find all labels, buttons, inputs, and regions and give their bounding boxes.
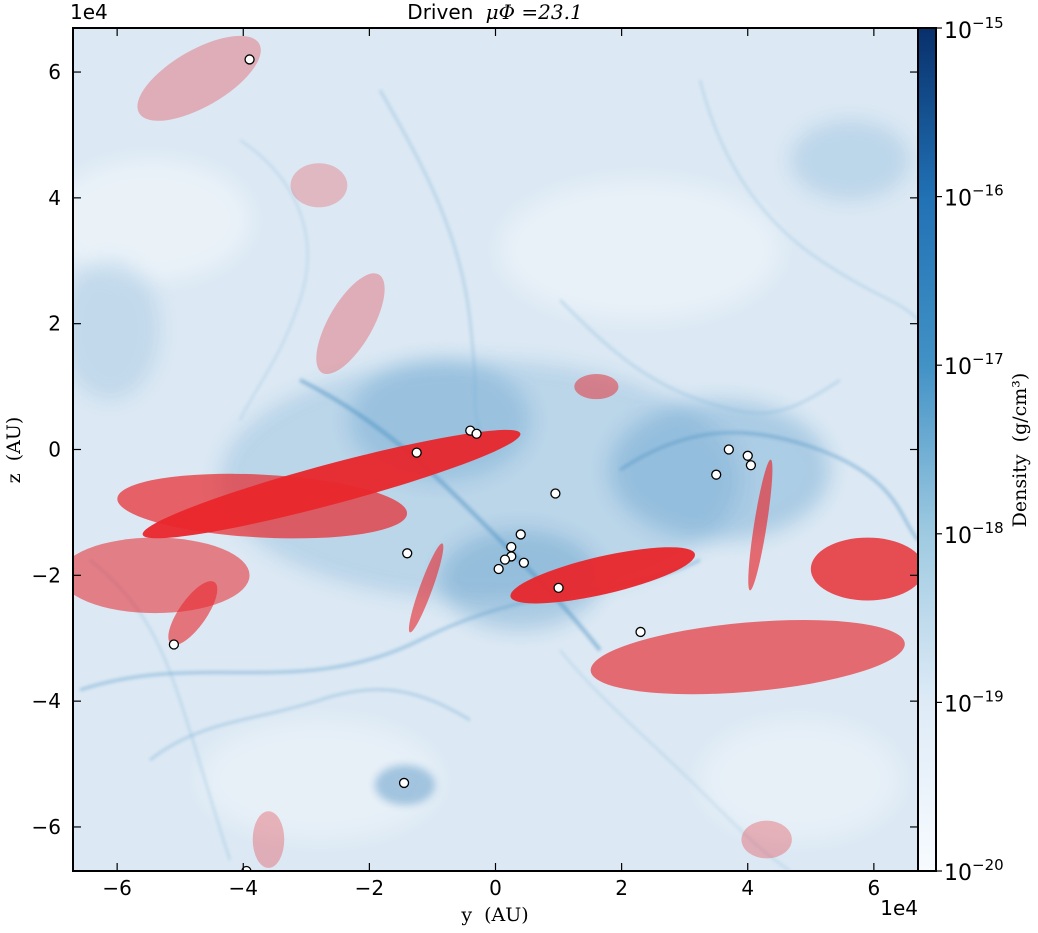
sink-particle xyxy=(493,563,504,575)
outflow-lobe xyxy=(810,537,918,601)
outflow-lobe xyxy=(168,581,218,646)
density-cloud xyxy=(790,120,910,200)
y-axis-multiplier: 1e4 xyxy=(70,0,108,24)
density-cloud xyxy=(610,400,830,540)
y-tick-label: −2 xyxy=(32,563,61,587)
chart-title-prefix: Driven xyxy=(407,0,473,24)
x-axis-ticks: −6 −4 −2 0 2 4 6 xyxy=(102,28,880,900)
y-tick-label: −6 xyxy=(32,815,61,839)
colorbar-tick-label: 10−20 xyxy=(944,856,1004,886)
colorbar: 10−20 10−19 10−18 10−17 10−16 10−15 Density (… xyxy=(917,14,1031,886)
outflow-layer xyxy=(73,35,918,868)
sink-particle xyxy=(745,460,757,471)
sink-particle xyxy=(241,865,252,871)
x-tick-label: 2 xyxy=(615,876,628,900)
sink-particles xyxy=(168,54,757,871)
x-tick-label: −2 xyxy=(355,876,384,900)
y-tick-label: 2 xyxy=(48,312,61,336)
sink-particle xyxy=(635,626,646,638)
colorbar-label: Density (g/cm³) xyxy=(1009,373,1031,528)
sink-particle xyxy=(402,548,413,559)
chart-title-math: μΦ =23.1 xyxy=(486,0,583,24)
x-tick-label: −6 xyxy=(102,876,131,900)
colorbar-tick-label: 10−18 xyxy=(944,519,1004,549)
outflow-lobe xyxy=(316,273,385,375)
sink-particle xyxy=(711,469,722,480)
sink-particle xyxy=(499,554,511,565)
outflow-lobe xyxy=(252,811,285,868)
density-filament xyxy=(299,378,602,652)
sink-particle xyxy=(518,557,530,568)
sink-particle xyxy=(553,582,564,594)
outflow-lobe xyxy=(117,473,408,539)
colorbar-gradient xyxy=(917,27,937,872)
density-cloud xyxy=(73,160,250,280)
density-cloud xyxy=(200,720,440,840)
x-axis-multiplier: 1e4 xyxy=(880,896,918,920)
density-filament xyxy=(559,299,841,415)
outflow-lobe xyxy=(574,374,619,400)
y-axis-ticks: −6 −4 −2 0 2 4 6 xyxy=(32,60,918,839)
colorbar-tick-label: 10−15 xyxy=(944,14,1004,44)
y-axis-label: z (AU) xyxy=(3,417,25,484)
density-cloud xyxy=(73,260,160,400)
x-tick-label: −4 xyxy=(229,876,258,900)
sink-particle xyxy=(506,541,517,553)
outflow-lobe xyxy=(748,459,773,591)
outflow-lobe xyxy=(137,35,261,121)
y-tick-label: 4 xyxy=(48,186,61,210)
sink-particle xyxy=(550,488,561,499)
density-cloud xyxy=(700,720,900,840)
y-tick-label: 6 xyxy=(48,60,61,84)
sink-particle xyxy=(515,529,526,540)
density-filament xyxy=(619,431,918,542)
density-filament xyxy=(149,688,471,761)
density-filament xyxy=(699,79,918,321)
x-tick-label: 4 xyxy=(741,876,754,900)
colorbar-tick-label: 10−16 xyxy=(944,182,1004,212)
density-filament xyxy=(239,139,309,421)
sink-particle xyxy=(398,777,410,789)
outflow-lobe xyxy=(408,543,444,633)
sink-particle xyxy=(411,447,422,458)
y-tick-label: 0 xyxy=(48,438,61,462)
outflow-lobe xyxy=(73,537,250,614)
density-filament xyxy=(378,89,482,431)
density-filament xyxy=(559,649,791,871)
chart-title: Driven μΦ =23.1 xyxy=(407,0,582,24)
x-tick-label: 6 xyxy=(867,876,880,900)
plot-area: −6 −4 −2 0 2 4 6 −6 −4 −2 0 2 4 6 xyxy=(32,27,919,900)
colorbar-ticks: 10−20 10−19 10−18 10−17 10−16 10−15 xyxy=(936,14,1004,886)
density-filaments xyxy=(73,79,918,871)
density-cloud xyxy=(500,180,780,320)
x-axis-label: y (AU) xyxy=(460,904,528,926)
colorbar-tick-label: 10−19 xyxy=(944,687,1004,717)
outflow-lobe xyxy=(590,619,905,695)
sink-particle xyxy=(723,444,734,455)
sink-particle xyxy=(244,54,255,65)
outflow-lobe xyxy=(741,820,792,859)
x-tick-label: 0 xyxy=(489,876,502,900)
colorbar-tick-label: 10−17 xyxy=(944,350,1004,380)
y-tick-label: −4 xyxy=(32,689,61,713)
sink-particle xyxy=(471,428,482,439)
outflow-lobe xyxy=(290,163,348,208)
sink-particle xyxy=(168,639,180,650)
sink-particle xyxy=(742,450,753,461)
